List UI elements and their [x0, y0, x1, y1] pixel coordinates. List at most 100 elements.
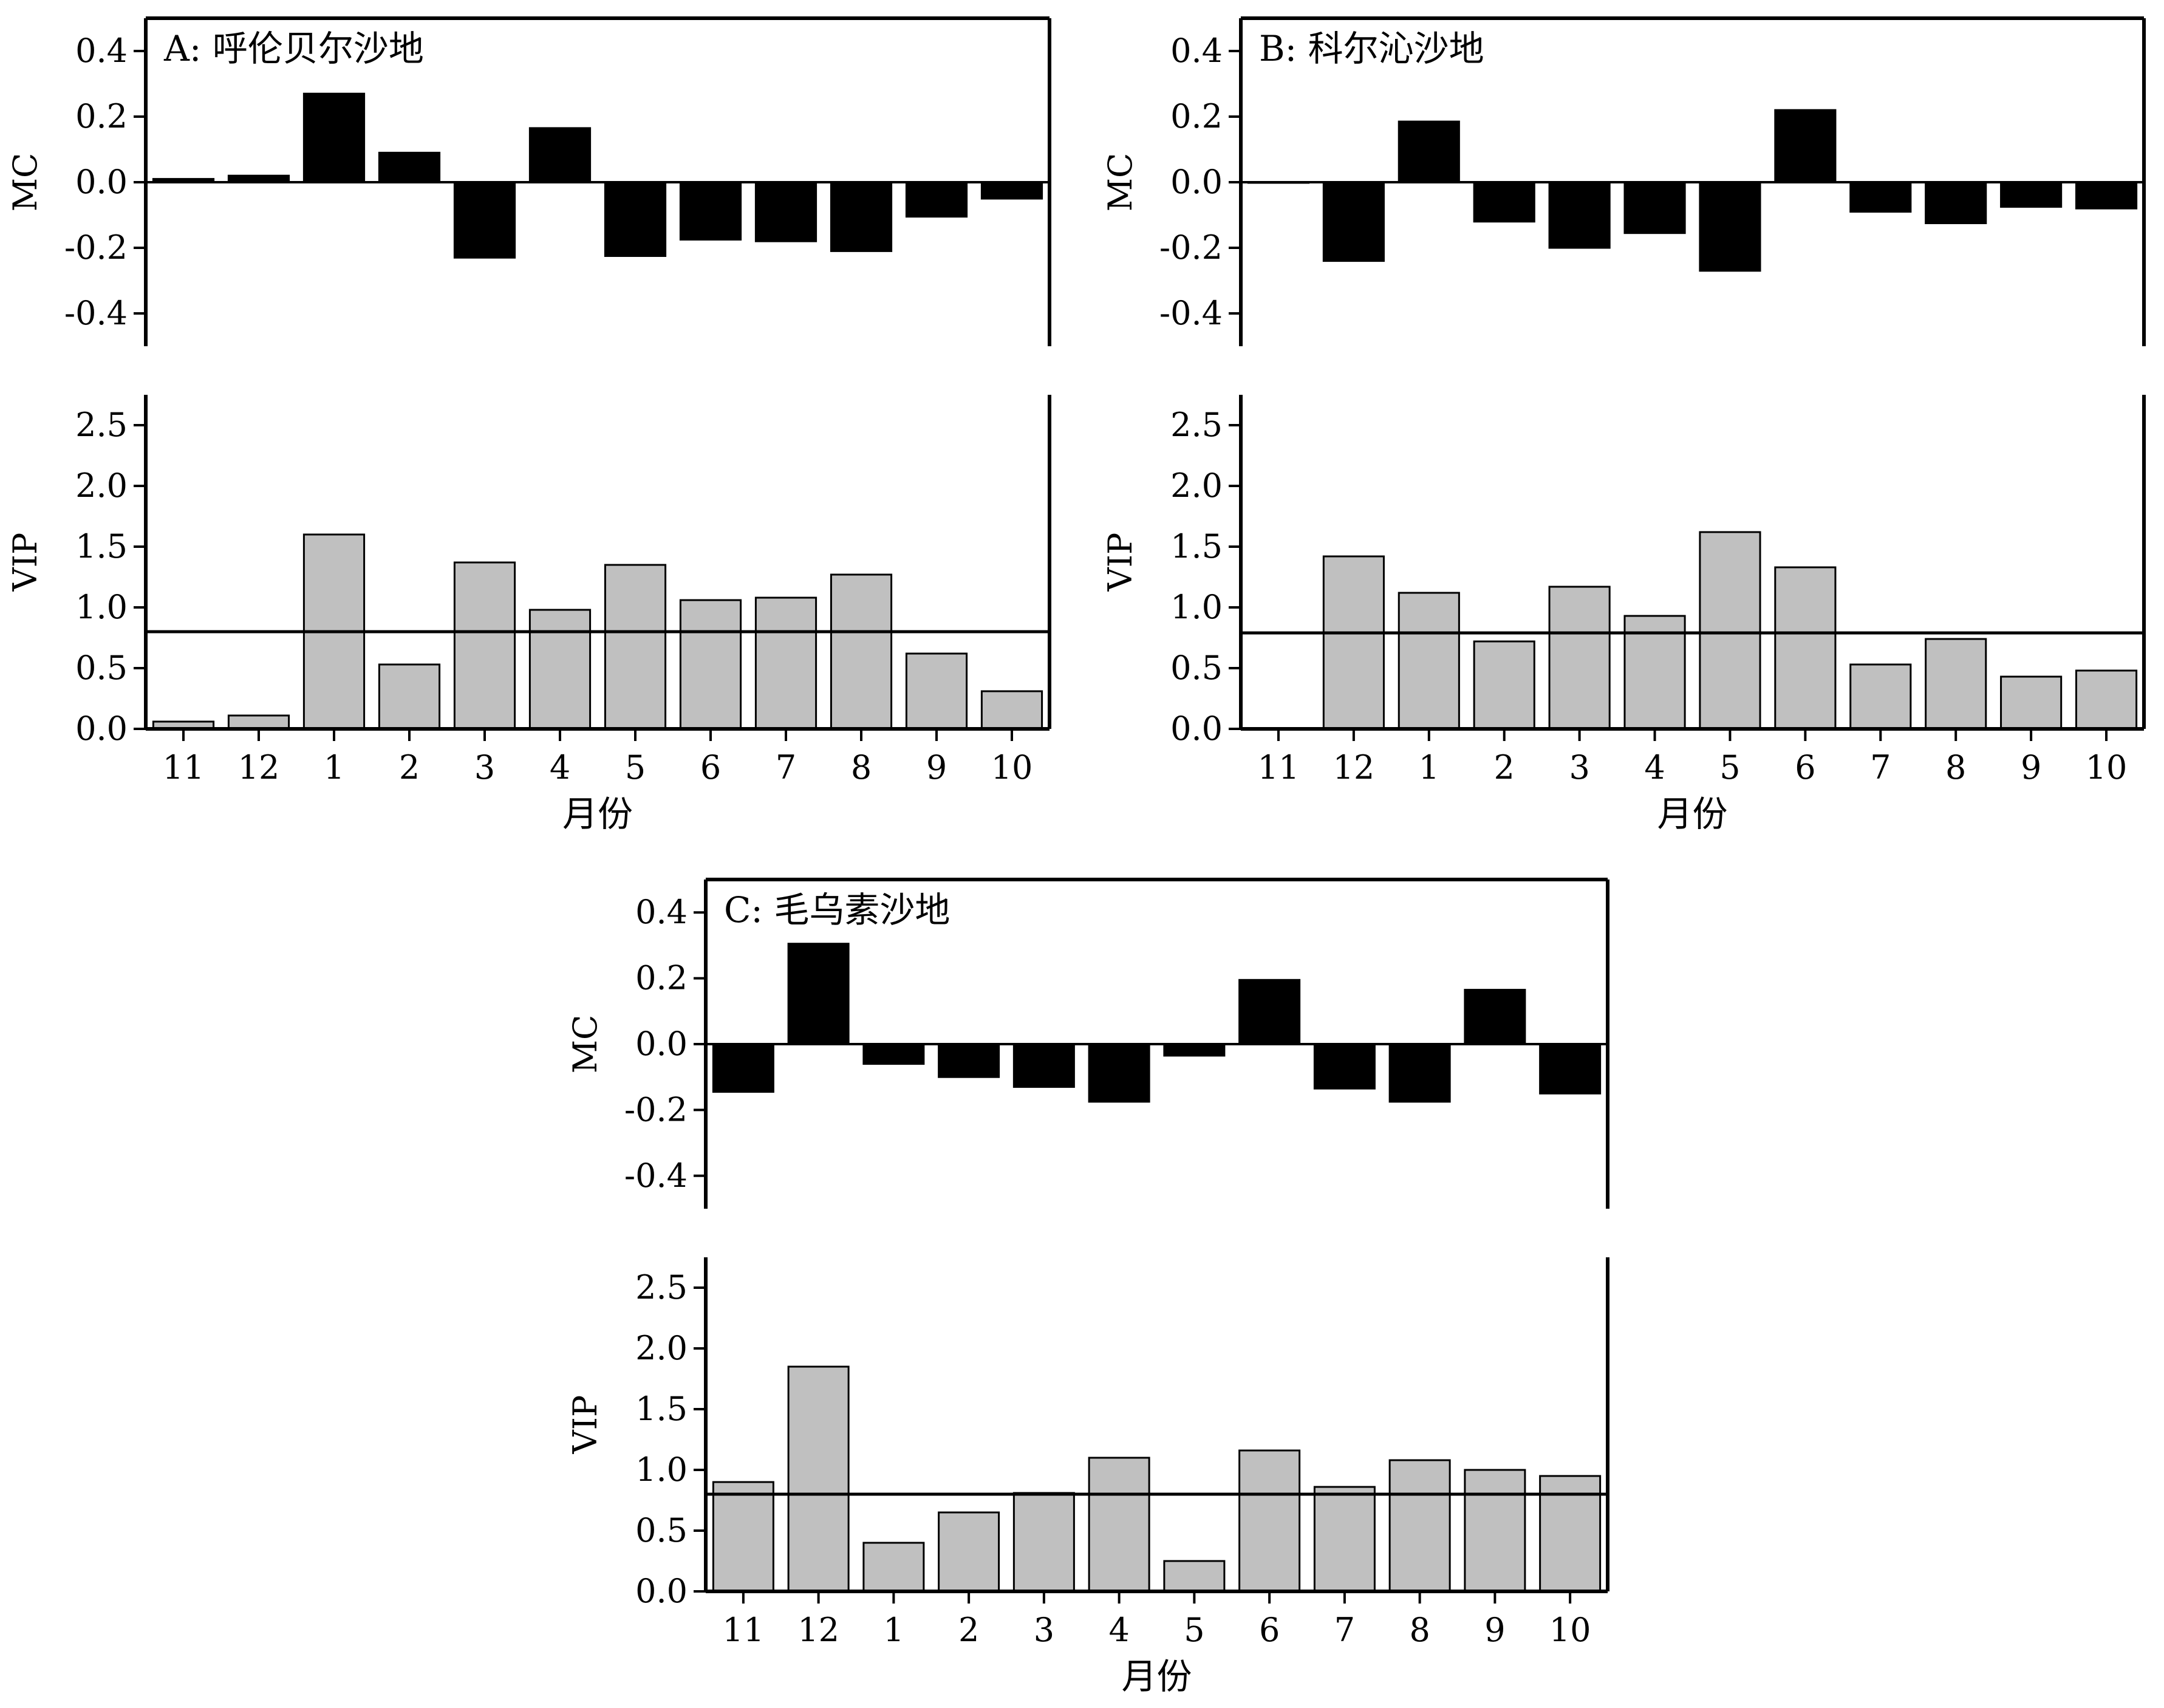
x-tick-label: 6	[1795, 748, 1815, 787]
x-tick-label: 8	[851, 748, 872, 787]
x-tick-label: 5	[1719, 748, 1740, 787]
mc-bar	[712, 1043, 774, 1093]
x-tick-label: 7	[1870, 748, 1891, 787]
mc-bar	[2000, 181, 2063, 208]
mc-bar	[1548, 181, 1611, 249]
mc-bar	[1473, 181, 1535, 223]
vip-y-tick-label: 1.0	[1170, 588, 1223, 626]
vip-bar	[604, 564, 667, 730]
vip-y-tick-label: 0.0	[75, 709, 128, 748]
vip-y-tick-label: 1.0	[75, 588, 128, 626]
vip-bar	[1464, 1469, 1526, 1593]
x-tick-label: 3	[474, 748, 495, 787]
vip-bar	[830, 573, 893, 730]
x-tick-label: 3	[1569, 748, 1589, 787]
x-tick-label: 6	[700, 748, 721, 787]
mc-y-tick-label: -0.2	[624, 1090, 688, 1129]
x-tick-label: 4	[1108, 1611, 1129, 1649]
x-tick-label: 11	[723, 1611, 765, 1649]
mc-y-tick-label: 0.0	[1170, 163, 1223, 201]
vip-bar	[528, 609, 592, 730]
vip-bar	[1925, 638, 1987, 730]
mc-bar	[905, 181, 968, 218]
x-axis-label: 月份	[1657, 793, 1727, 835]
x-tick-label: 9	[926, 748, 947, 787]
vip-bar	[980, 690, 1043, 730]
mc-bar	[1398, 120, 1460, 183]
vip-bar	[1623, 615, 1686, 730]
x-axis-label: 月份	[1121, 1656, 1192, 1697]
vip-bar	[905, 652, 968, 730]
panel-a: 0.4 0.2 0.0 -0.2 -0.4 MC A: 呼伦贝尔沙地 2.5 2.0 1.5 1.0…	[6, 16, 1051, 835]
mc-bar	[1012, 1043, 1075, 1088]
vip-y-tick-label: 1.5	[1170, 527, 1223, 565]
vip-bar	[1699, 531, 1761, 730]
vip-y-tick-label: 0.5	[1170, 649, 1223, 687]
vip-y-tick-label: 1.5	[75, 527, 128, 565]
mc-y-tick-label: -0.4	[624, 1156, 688, 1195]
mc-y-tick-label: 0.4	[1170, 32, 1223, 70]
x-tick-label: 8	[1409, 1611, 1430, 1649]
vip-bar	[1388, 1459, 1451, 1593]
mc-bar	[604, 181, 667, 257]
vip-y-label: VIP	[6, 533, 44, 592]
x-tick-label: 2	[958, 1611, 979, 1649]
x-tick-label: 7	[776, 748, 796, 787]
vip-y-tick-label: 1.0	[635, 1450, 688, 1489]
mc-y-tick-label: 0.0	[75, 163, 128, 201]
vip-y-label: VIP	[566, 1395, 604, 1455]
vip-bar	[2000, 675, 2063, 730]
vip-bar	[754, 596, 817, 730]
mc-bar	[2075, 181, 2138, 210]
vip-bar	[1398, 592, 1460, 730]
panel-title: B: 科尔沁沙地	[1259, 28, 1484, 69]
x-tick-label: 12	[797, 1611, 839, 1649]
mc-bar	[862, 1043, 925, 1065]
mc-y-tick-label: -0.2	[64, 228, 128, 267]
vip-bar	[1774, 566, 1837, 730]
mc-y-tick-label: -0.4	[64, 294, 128, 332]
vip-y-tick-label: 2.0	[635, 1329, 688, 1367]
vip-bar	[938, 1511, 1000, 1593]
mc-y-tick-label: 0.0	[635, 1025, 688, 1063]
x-tick-label: 10	[991, 748, 1033, 787]
mc-bar	[754, 181, 817, 242]
vip-bar	[453, 561, 516, 730]
vip-bar	[227, 714, 290, 730]
vip-bar	[1849, 663, 1912, 730]
x-tick-label: 1	[1419, 748, 1439, 787]
x-tick-label: 11	[1258, 748, 1300, 787]
x-axis-label: 月份	[562, 793, 633, 835]
vip-bar	[1322, 555, 1385, 730]
x-tick-label: 7	[1334, 1611, 1355, 1649]
x-tick-label: 9	[2021, 748, 2041, 787]
mc-bar	[787, 943, 850, 1045]
vip-y-tick-label: 2.0	[1170, 466, 1223, 505]
mc-y-tick-label: 0.4	[75, 32, 128, 70]
vip-bar	[2075, 669, 2138, 730]
vip-bar	[787, 1365, 850, 1593]
vip-y-tick-label: 2.5	[75, 406, 128, 444]
mc-bar	[528, 127, 592, 183]
vip-bar	[679, 599, 742, 730]
x-tick-label: 3	[1034, 1611, 1054, 1649]
mc-y-tick-label: 0.4	[635, 893, 688, 931]
mc-bar	[1464, 989, 1526, 1045]
x-tick-label: 2	[399, 748, 420, 787]
mc-y-tick-label: -0.2	[1159, 228, 1223, 267]
vip-y-tick-label: 1.5	[635, 1390, 688, 1428]
x-tick-label: 12	[238, 748, 280, 787]
vip-bar	[1163, 1560, 1226, 1593]
x-tick-label: 5	[1184, 1611, 1204, 1649]
mc-y-tick-label: 0.2	[75, 97, 128, 135]
mc-bar	[830, 181, 893, 252]
mc-y-label: MC	[566, 1015, 604, 1074]
mc-bar	[679, 181, 742, 241]
mc-bar	[938, 1043, 1000, 1078]
x-tick-label: 5	[625, 748, 646, 787]
mc-bar	[302, 92, 366, 183]
mc-bar	[453, 181, 516, 259]
vip-y-tick-label: 2.5	[1170, 406, 1223, 444]
vip-y-tick-label: 0.0	[1170, 709, 1223, 748]
vip-y-tick-label: 2.5	[635, 1268, 688, 1307]
